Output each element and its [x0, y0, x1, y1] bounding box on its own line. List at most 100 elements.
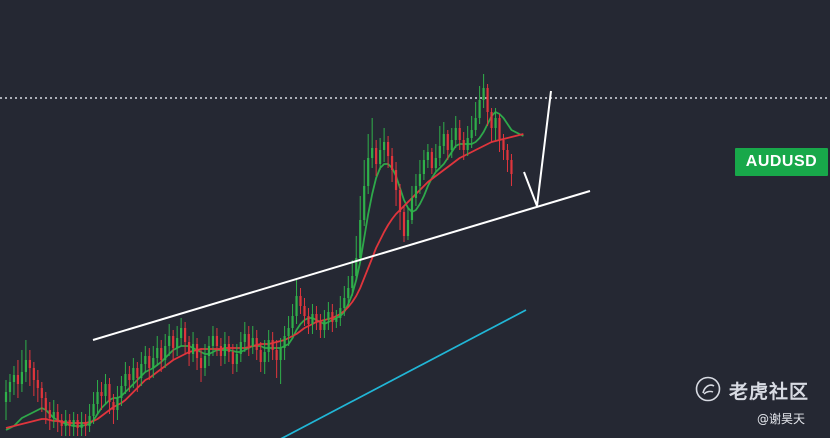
projection-arrow-path[interactable] [523, 90, 552, 207]
candle-body [494, 118, 497, 128]
candle-body [164, 346, 167, 360]
candle-body [371, 148, 374, 158]
candle-body [16, 375, 20, 384]
candle-body [438, 146, 441, 158]
ma-fast-line [5, 111, 524, 431]
candle-body [410, 198, 414, 220]
candle-body [510, 160, 513, 174]
candle-body [251, 338, 254, 346]
candle-body [418, 174, 422, 186]
candle-body [275, 350, 278, 360]
candle-body [235, 354, 238, 364]
candle-body [375, 148, 378, 164]
candle-body [307, 316, 310, 324]
candle-body [203, 356, 207, 368]
candle-body [199, 358, 203, 368]
candle-body [160, 348, 163, 360]
candle-body [474, 118, 477, 130]
candle-body [144, 356, 147, 364]
candle-body [442, 134, 445, 146]
candle-body [80, 422, 83, 428]
candle-body [506, 150, 509, 160]
candle-body [24, 360, 27, 372]
candle-body [227, 344, 230, 352]
candle-body [398, 190, 402, 212]
watermark-brand: 老虎社区 [729, 381, 810, 403]
candle-body [502, 140, 505, 150]
candle-body [48, 410, 51, 418]
candle-body [486, 88, 489, 112]
candle-body [367, 158, 370, 186]
candle-body [383, 142, 386, 150]
candle-body [470, 130, 473, 138]
candle-body [327, 312, 330, 320]
candlesticks [4, 74, 513, 436]
candle-body [347, 288, 350, 298]
candle-body [394, 170, 398, 190]
candle-body [112, 402, 115, 410]
candle-body [279, 348, 282, 360]
candle-body [88, 416, 91, 426]
candle-body [259, 350, 262, 362]
candle-body [343, 298, 346, 308]
candle-body [187, 342, 191, 354]
moving-average-lines [5, 111, 527, 438]
candle-body [136, 368, 139, 378]
candle-body [28, 360, 31, 368]
candle-body [355, 258, 358, 276]
candle-body [406, 220, 410, 236]
candle-body [76, 420, 79, 428]
candle-body [84, 422, 87, 426]
candle-body [239, 342, 242, 354]
candle-body [20, 372, 24, 384]
candle-body [104, 384, 107, 396]
watermark-author: @谢昊天 [757, 412, 806, 426]
candle-body [311, 314, 314, 324]
candle-body [462, 140, 465, 150]
candle-body [295, 296, 298, 316]
candle-body [335, 318, 338, 322]
candle-body [152, 358, 155, 368]
candle-body [32, 368, 35, 380]
candle-body [223, 344, 226, 356]
candle-body [422, 160, 425, 174]
candle-body [195, 344, 199, 358]
symbol-badge: AUDUSD [735, 148, 828, 176]
candle-body [263, 352, 266, 362]
candle-body [36, 380, 39, 388]
candle-body [363, 186, 366, 220]
candle-body [52, 412, 55, 418]
candle-body [116, 398, 119, 410]
candle-body [243, 334, 246, 342]
candle-body [339, 308, 342, 318]
candle-body [434, 158, 437, 168]
candle-body [478, 100, 481, 118]
trendline-support[interactable] [92, 190, 591, 341]
candle-body [379, 150, 382, 164]
candle-body [247, 334, 250, 346]
candle-body [40, 388, 43, 398]
candle-body [60, 420, 63, 426]
candle-body [426, 152, 429, 160]
candle-body [323, 320, 326, 330]
candle-body [255, 338, 258, 350]
candle-body [12, 375, 16, 382]
candle-body [124, 374, 127, 386]
candle-body [359, 220, 362, 258]
candle-body [128, 374, 131, 380]
candle-body [466, 138, 469, 150]
candle-body [430, 152, 433, 168]
candle-body [215, 336, 219, 346]
candle-body [271, 340, 274, 350]
candle-body [140, 364, 143, 378]
candle-body [299, 296, 302, 306]
candle-body [402, 212, 406, 236]
candle-body [231, 352, 234, 364]
candle-body [184, 328, 187, 342]
candle-body [390, 156, 394, 170]
candle-body [172, 336, 175, 348]
candle-body [482, 88, 485, 100]
candle-body [64, 420, 67, 426]
